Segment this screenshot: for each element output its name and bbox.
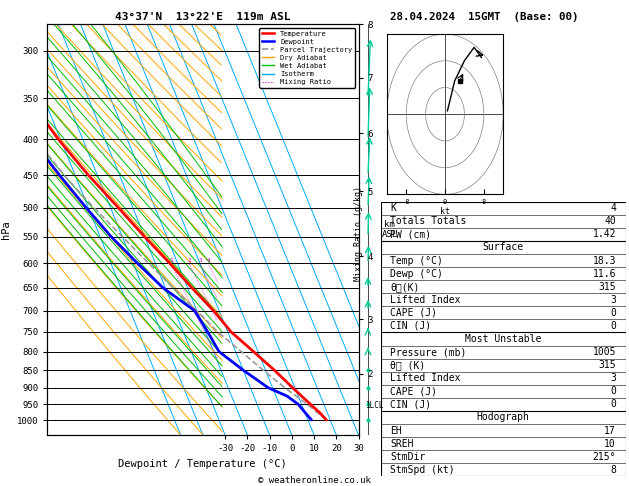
Text: Lifted Index: Lifted Index [391,295,461,305]
Text: 1: 1 [169,259,173,263]
Text: 0: 0 [610,308,616,318]
Text: 8: 8 [610,465,616,475]
Text: 3: 3 [610,373,616,383]
Text: 0: 0 [610,386,616,396]
X-axis label: Dewpoint / Temperature (°C): Dewpoint / Temperature (°C) [118,459,287,469]
Text: Surface: Surface [482,243,524,252]
Y-axis label: km
ASL: km ASL [382,220,398,239]
Text: CIN (J): CIN (J) [391,321,431,331]
Text: StmDir: StmDir [391,451,426,462]
Title: 43°37'N  13°22'E  119m ASL: 43°37'N 13°22'E 119m ASL [115,12,291,22]
Text: 1.42: 1.42 [593,229,616,240]
Text: CAPE (J): CAPE (J) [391,308,437,318]
Text: Mixing Ratio (g/kg): Mixing Ratio (g/kg) [354,186,363,281]
Text: StmSpd (kt): StmSpd (kt) [391,465,455,475]
Text: Hodograph: Hodograph [477,413,530,422]
Text: 0: 0 [610,321,616,331]
Legend: Temperature, Dewpoint, Parcel Trajectory, Dry Adiabat, Wet Adiabat, Isotherm, Mi: Temperature, Dewpoint, Parcel Trajectory… [259,28,355,88]
Text: K: K [391,203,396,213]
Text: Lifted Index: Lifted Index [391,373,461,383]
Text: 4: 4 [610,203,616,213]
Text: Totals Totals: Totals Totals [391,216,467,226]
Text: 1005: 1005 [593,347,616,357]
Text: 315: 315 [598,282,616,292]
Text: CAPE (J): CAPE (J) [391,386,437,396]
X-axis label: kt: kt [440,207,450,216]
Text: Dewp (°C): Dewp (°C) [391,269,443,278]
Text: 1LCL: 1LCL [365,401,383,410]
Text: 11.6: 11.6 [593,269,616,278]
Text: 3: 3 [610,295,616,305]
Text: 315: 315 [598,360,616,370]
Text: 10: 10 [604,438,616,449]
Text: EH: EH [391,426,402,435]
Text: θᴇ (K): θᴇ (K) [391,360,426,370]
Text: 28.04.2024  15GMT  (Base: 00): 28.04.2024 15GMT (Base: 00) [390,12,579,22]
Text: 18.3: 18.3 [593,256,616,265]
Text: 215°: 215° [593,451,616,462]
Text: 40: 40 [604,216,616,226]
Text: 0: 0 [610,399,616,409]
Text: 3: 3 [198,259,202,263]
Text: © weatheronline.co.uk: © weatheronline.co.uk [258,475,371,485]
Text: 2: 2 [187,259,191,263]
Text: 17: 17 [604,426,616,435]
Text: Pressure (mb): Pressure (mb) [391,347,467,357]
Text: CIN (J): CIN (J) [391,399,431,409]
Text: SREH: SREH [391,438,414,449]
Y-axis label: hPa: hPa [1,220,11,239]
Text: PW (cm): PW (cm) [391,229,431,240]
Text: θᴇ(K): θᴇ(K) [391,282,420,292]
Text: Temp (°C): Temp (°C) [391,256,443,265]
Text: Most Unstable: Most Unstable [465,334,542,344]
Text: 4: 4 [206,259,210,263]
